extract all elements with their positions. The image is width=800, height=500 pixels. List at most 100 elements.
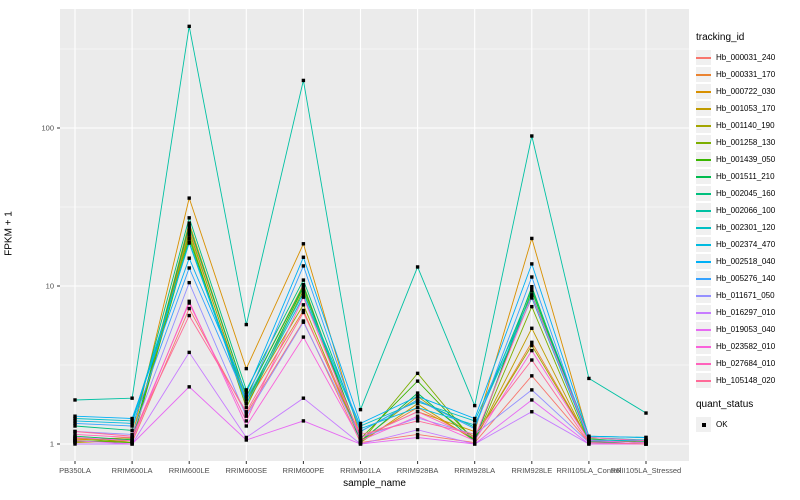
data-point bbox=[358, 432, 363, 437]
legend-key-swatch bbox=[696, 50, 711, 65]
legend-key-line bbox=[696, 90, 711, 93]
legend-key-swatch bbox=[696, 101, 711, 116]
legend-key-line bbox=[696, 294, 711, 297]
legend-key-line bbox=[696, 243, 711, 246]
data-point bbox=[415, 394, 420, 399]
legend-item-label: Hb_002045_160 bbox=[716, 189, 776, 198]
data-point bbox=[73, 424, 77, 428]
data-point bbox=[187, 306, 191, 311]
legend-key-swatch bbox=[696, 254, 711, 269]
data-point bbox=[358, 426, 363, 431]
legend-item-label: Hb_002301_120 bbox=[716, 223, 776, 232]
legend-key-line bbox=[696, 141, 711, 144]
data-point bbox=[73, 435, 77, 440]
data-point bbox=[73, 398, 77, 402]
data-point bbox=[530, 294, 534, 299]
data-point bbox=[415, 414, 420, 418]
data-point bbox=[73, 414, 77, 418]
data-point bbox=[473, 432, 477, 437]
data-point bbox=[73, 416, 77, 421]
x-axis-title: sample_name bbox=[343, 478, 406, 489]
data-point bbox=[530, 304, 534, 309]
data-point bbox=[130, 438, 134, 443]
legend-item-Hb_002374_470: Hb_002374_470 bbox=[696, 236, 800, 253]
legend-item-label: Hb_001140_190 bbox=[716, 121, 775, 130]
x-tick-label: RRIM928LA bbox=[454, 466, 495, 475]
data-point bbox=[415, 391, 420, 395]
legend-key-line bbox=[696, 107, 711, 110]
data-point bbox=[358, 407, 363, 412]
data-point bbox=[473, 429, 477, 434]
data-point bbox=[473, 416, 477, 421]
data-point bbox=[415, 265, 420, 269]
data-point bbox=[301, 419, 306, 423]
data-point bbox=[187, 230, 191, 234]
data-point bbox=[358, 424, 363, 428]
legend-item-Hb_019053_040: Hb_019053_040 bbox=[696, 321, 800, 338]
data-point bbox=[244, 424, 248, 428]
data-point bbox=[644, 438, 648, 443]
legend-key-swatch bbox=[696, 169, 711, 184]
data-point bbox=[73, 421, 77, 426]
legend-item-label: Hb_000331_170 bbox=[716, 70, 776, 79]
data-point bbox=[415, 398, 420, 402]
data-point bbox=[244, 414, 248, 418]
data-point bbox=[301, 335, 306, 339]
data-point bbox=[73, 442, 77, 446]
legend-key-swatch bbox=[696, 237, 711, 252]
data-point bbox=[130, 419, 134, 423]
legend-key-line bbox=[696, 175, 711, 178]
data-point bbox=[130, 416, 134, 421]
legend-key-swatch bbox=[696, 322, 711, 337]
data-point bbox=[301, 278, 306, 282]
data-point bbox=[415, 416, 420, 420]
legend-key-line bbox=[696, 379, 711, 382]
data-point bbox=[130, 421, 134, 426]
legend-key-line bbox=[696, 362, 711, 365]
data-point bbox=[530, 374, 534, 378]
data-point bbox=[473, 442, 477, 446]
legend-item-label: Hb_016297_010 bbox=[716, 308, 776, 317]
data-point bbox=[187, 24, 191, 29]
data-point bbox=[358, 438, 363, 443]
data-point bbox=[415, 371, 420, 376]
data-point bbox=[244, 366, 248, 371]
data-point bbox=[73, 438, 77, 443]
data-point bbox=[187, 280, 191, 285]
x-tick-label: RRIM928BA bbox=[397, 466, 439, 475]
data-point bbox=[530, 134, 534, 138]
data-point bbox=[130, 432, 134, 437]
data-point bbox=[244, 401, 248, 406]
data-point bbox=[244, 438, 248, 442]
legend-title-quant-status: quant_status bbox=[696, 399, 754, 410]
legend-item-label: Hb_001511_210 bbox=[716, 172, 775, 181]
data-point bbox=[473, 403, 477, 408]
legend-item-Hb_001511_210: Hb_001511_210 bbox=[696, 168, 800, 185]
legend-item-Hb_023582_010: Hb_023582_010 bbox=[696, 338, 800, 355]
x-tick-label: PB350LA bbox=[59, 466, 91, 475]
data-point bbox=[130, 424, 134, 428]
data-point bbox=[415, 401, 420, 406]
x-tick-label: RRII105LA_Control bbox=[556, 466, 621, 475]
legend-item-label: Hb_005276_140 bbox=[716, 274, 776, 283]
legend-key-swatch bbox=[696, 118, 711, 133]
data-point bbox=[187, 221, 191, 225]
data-point bbox=[244, 391, 248, 395]
data-point bbox=[244, 322, 248, 327]
data-point bbox=[587, 376, 591, 381]
legend-item-Hb_002045_160: Hb_002045_160 bbox=[696, 185, 800, 202]
data-point bbox=[587, 435, 591, 440]
legend-key-line bbox=[696, 277, 711, 280]
data-point bbox=[358, 429, 363, 434]
legend-item-Hb_005276_140: Hb_005276_140 bbox=[696, 270, 800, 287]
axis-ticks bbox=[57, 127, 647, 464]
legend-item-label: Hb_002066_100 bbox=[716, 206, 776, 215]
data-point bbox=[244, 388, 248, 392]
legend-key-swatch bbox=[696, 373, 711, 388]
data-point bbox=[530, 388, 534, 392]
legend-item-Hb_001258_130: Hb_001258_130 bbox=[696, 134, 800, 151]
legend-key-line bbox=[696, 226, 711, 229]
data-point bbox=[587, 440, 591, 445]
data-point bbox=[244, 435, 248, 440]
data-point bbox=[301, 78, 306, 83]
